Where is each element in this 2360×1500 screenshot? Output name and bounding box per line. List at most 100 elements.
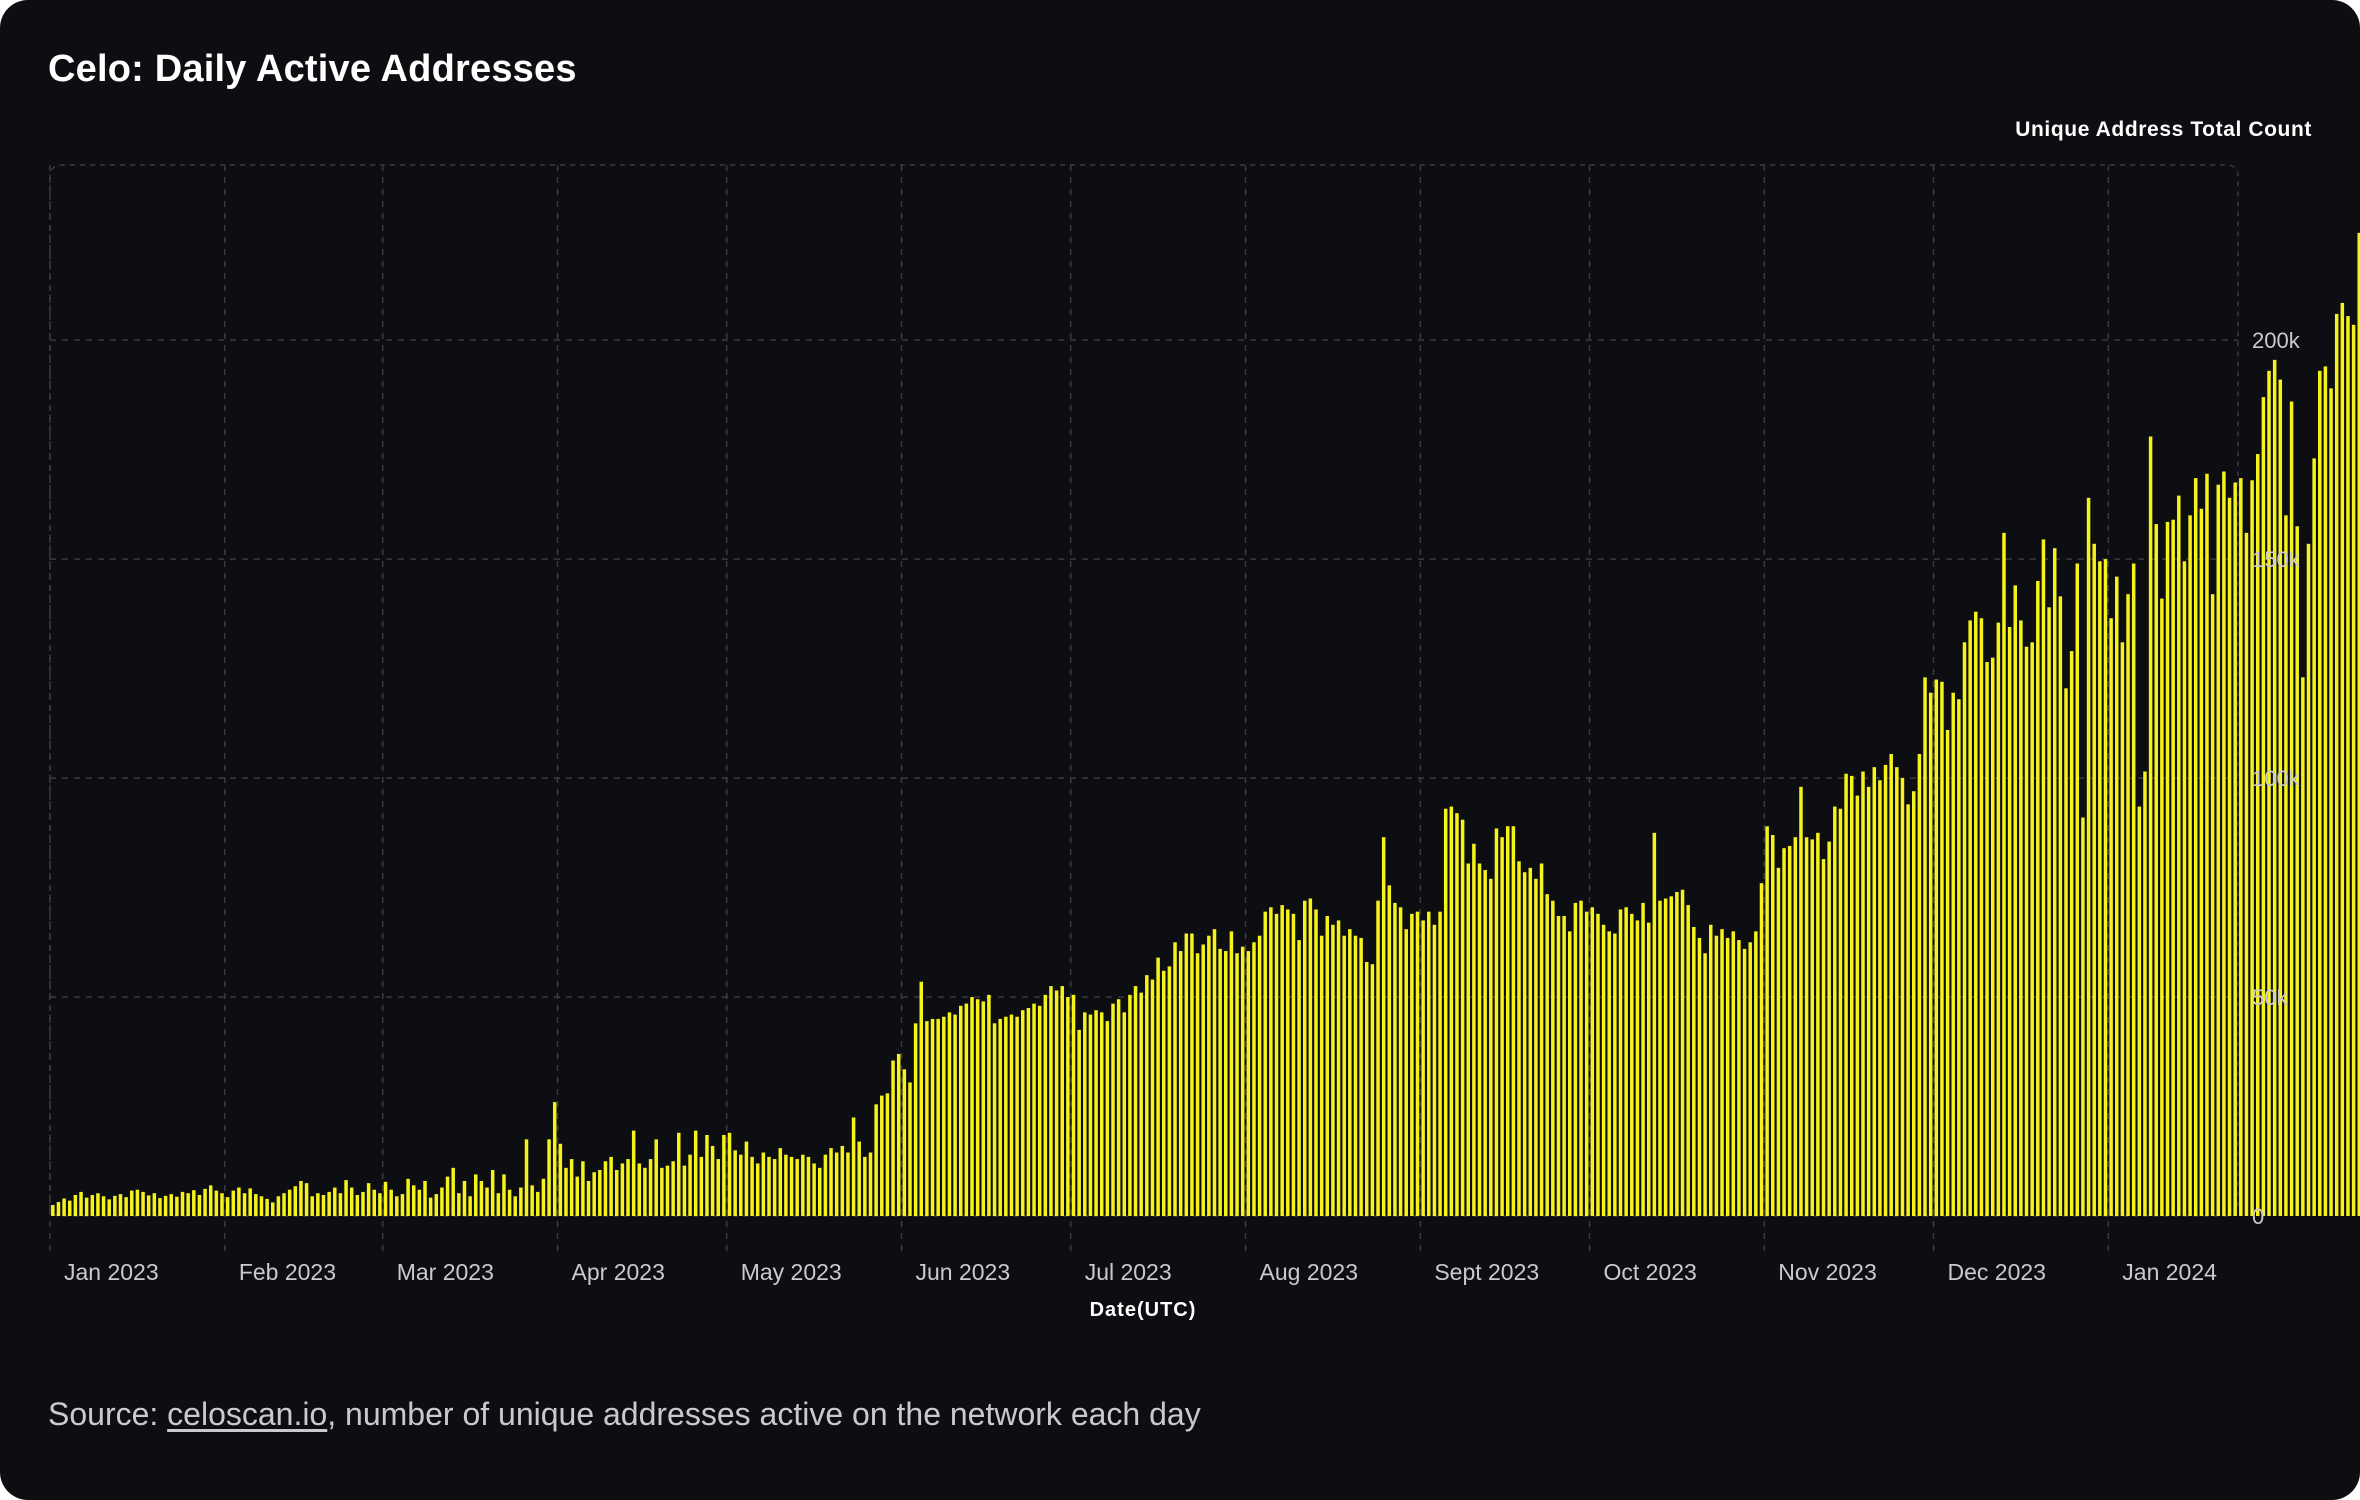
x-tick-label: Jan 2023 bbox=[64, 1259, 159, 1285]
bar bbox=[2036, 581, 2040, 1216]
x-tick-label: Jan 2024 bbox=[2122, 1259, 2217, 1285]
bar bbox=[829, 1148, 833, 1216]
bar bbox=[406, 1178, 410, 1216]
bar bbox=[936, 1018, 940, 1216]
bar bbox=[2092, 543, 2096, 1216]
bar bbox=[513, 1196, 517, 1216]
bar bbox=[1505, 826, 1510, 1216]
bar bbox=[1190, 933, 1194, 1216]
bar bbox=[1601, 924, 1606, 1216]
bar bbox=[575, 1176, 580, 1216]
bar bbox=[1077, 1029, 1081, 1216]
source-prefix: Source: bbox=[48, 1396, 168, 1432]
bar bbox=[2115, 576, 2119, 1216]
bar bbox=[1968, 620, 1972, 1216]
source-link[interactable]: celoscan.io bbox=[167, 1396, 328, 1432]
bar bbox=[1821, 859, 1826, 1216]
bar bbox=[1246, 951, 1251, 1216]
bar bbox=[2318, 370, 2322, 1216]
bar bbox=[101, 1196, 106, 1216]
bar bbox=[1562, 916, 1566, 1216]
bar bbox=[1274, 913, 1279, 1216]
bar bbox=[2340, 302, 2345, 1216]
x-tick-label: Feb 2023 bbox=[239, 1259, 336, 1285]
bar bbox=[1370, 964, 1375, 1216]
bar bbox=[1240, 946, 1245, 1216]
bar bbox=[214, 1190, 219, 1216]
bar bbox=[1071, 994, 1076, 1216]
bar bbox=[344, 1180, 348, 1216]
bar bbox=[1393, 902, 1397, 1216]
bar bbox=[186, 1193, 190, 1216]
bar bbox=[722, 1134, 726, 1216]
bar bbox=[806, 1156, 811, 1216]
x-tick-label: Dec 2023 bbox=[1947, 1259, 2045, 1285]
bar bbox=[1652, 832, 1657, 1216]
bar bbox=[1708, 924, 1713, 1216]
bar bbox=[1026, 1007, 1031, 1216]
bar bbox=[1827, 841, 1831, 1216]
bar bbox=[1421, 920, 1425, 1216]
bar bbox=[1816, 832, 1820, 1216]
bar bbox=[558, 1143, 563, 1216]
bar bbox=[536, 1191, 540, 1216]
bar bbox=[1201, 944, 1205, 1216]
bar bbox=[671, 1161, 675, 1216]
bar bbox=[113, 1195, 117, 1216]
bar bbox=[1945, 729, 1950, 1216]
bar bbox=[220, 1193, 224, 1216]
bar bbox=[2064, 688, 2068, 1216]
bar bbox=[1737, 940, 1741, 1216]
bar bbox=[1517, 861, 1521, 1216]
bar bbox=[569, 1159, 574, 1216]
bar bbox=[998, 1018, 1002, 1216]
bar bbox=[1415, 911, 1420, 1216]
bar bbox=[868, 1152, 873, 1216]
bar bbox=[1432, 924, 1437, 1216]
bar bbox=[192, 1190, 196, 1216]
bar bbox=[2171, 519, 2175, 1216]
x-tick-label: Aug 2023 bbox=[1260, 1259, 1358, 1285]
bar bbox=[682, 1165, 687, 1216]
bar bbox=[1257, 935, 1262, 1216]
bar bbox=[423, 1180, 427, 1216]
bar bbox=[564, 1167, 568, 1216]
bar bbox=[1917, 754, 1922, 1216]
bar bbox=[919, 981, 923, 1216]
bar bbox=[1635, 920, 1640, 1216]
bar bbox=[1325, 916, 1330, 1216]
bar bbox=[846, 1152, 850, 1216]
bar bbox=[1156, 957, 1160, 1216]
bar bbox=[1669, 896, 1674, 1216]
bar bbox=[801, 1154, 805, 1216]
bar bbox=[1855, 795, 1860, 1216]
bar bbox=[547, 1139, 551, 1216]
bar bbox=[417, 1189, 422, 1216]
bar bbox=[1207, 935, 1211, 1216]
bar bbox=[2193, 478, 2198, 1216]
bar bbox=[1167, 966, 1172, 1216]
bar bbox=[2131, 563, 2136, 1216]
bar bbox=[1066, 997, 1070, 1216]
bar bbox=[1122, 1012, 1127, 1216]
bar bbox=[242, 1193, 247, 1216]
bar bbox=[2126, 594, 2130, 1216]
bar bbox=[1731, 931, 1736, 1216]
bar bbox=[1049, 986, 1053, 1216]
bar bbox=[1844, 773, 1848, 1216]
bar bbox=[2323, 366, 2328, 1216]
bar bbox=[1173, 942, 1177, 1216]
bar bbox=[2002, 532, 2006, 1216]
bar bbox=[96, 1193, 100, 1216]
bar bbox=[293, 1186, 298, 1216]
bar bbox=[2346, 316, 2350, 1217]
bar bbox=[1923, 677, 1927, 1216]
bar bbox=[2081, 817, 2085, 1216]
bar bbox=[614, 1170, 619, 1216]
bar bbox=[654, 1139, 658, 1216]
bar bbox=[1838, 808, 1843, 1216]
bar bbox=[180, 1191, 185, 1216]
bar bbox=[1720, 929, 1724, 1216]
bar bbox=[660, 1167, 664, 1216]
bar bbox=[1099, 1012, 1104, 1216]
